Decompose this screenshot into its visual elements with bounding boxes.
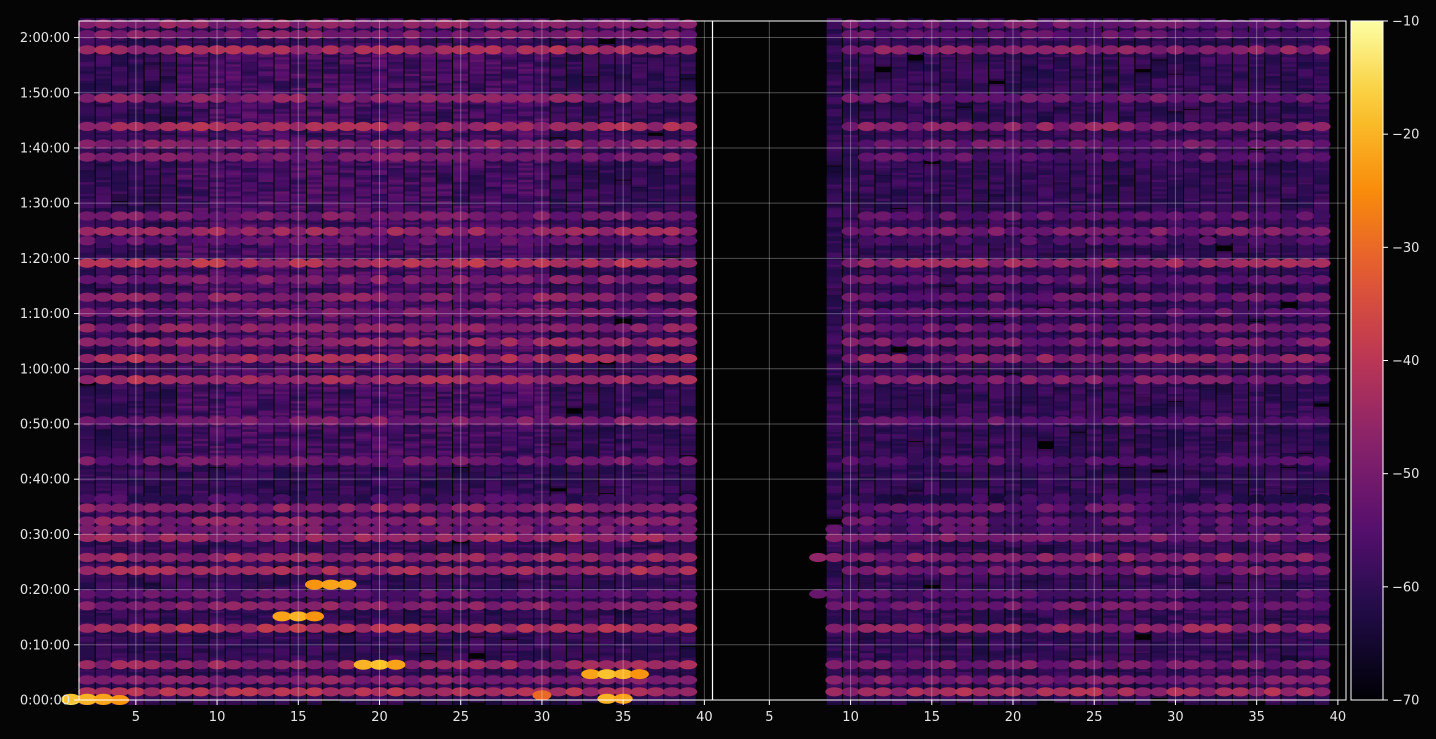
heatmap-cell bbox=[258, 583, 274, 595]
heatmap-cell bbox=[177, 679, 193, 691]
heatmap-cell bbox=[95, 644, 111, 656]
heatmap-cell bbox=[469, 637, 485, 649]
heatmap-cell bbox=[79, 646, 95, 658]
heatmap-cell bbox=[502, 580, 517, 592]
heatmap-cell bbox=[193, 651, 209, 663]
heatmap-cell bbox=[355, 580, 371, 592]
heatmap-cell bbox=[566, 646, 582, 658]
heatmap-cell bbox=[160, 467, 176, 479]
heatmap-cell bbox=[307, 644, 322, 656]
heatmap-cell bbox=[420, 573, 436, 585]
heatmap-cell bbox=[274, 538, 290, 550]
heatmap-cell bbox=[290, 557, 306, 569]
heatmap-cell bbox=[453, 543, 469, 555]
heatmap-cell bbox=[112, 571, 128, 583]
heatmap-cell bbox=[372, 651, 387, 663]
heatmap-cell bbox=[388, 644, 404, 656]
heatmap-cell bbox=[502, 573, 517, 585]
heatmap-cell bbox=[388, 613, 404, 625]
heatmap-cell bbox=[95, 545, 111, 557]
heatmap-cell bbox=[95, 654, 111, 665]
heatmap-cell bbox=[144, 578, 160, 590]
heatmap-cell bbox=[583, 630, 599, 642]
heatmap-cell bbox=[339, 654, 355, 665]
heatmap-cell bbox=[404, 576, 420, 588]
heatmap-cell bbox=[583, 637, 599, 649]
heatmap-cell bbox=[339, 559, 355, 571]
heatmap-cell bbox=[550, 543, 566, 555]
heatmap-cell bbox=[550, 444, 566, 456]
heatmap-cell bbox=[453, 559, 469, 571]
heatmap-cell bbox=[534, 646, 550, 658]
heatmap-cell bbox=[583, 573, 599, 585]
heatmap-cell bbox=[664, 401, 680, 413]
heatmap-cell bbox=[160, 613, 176, 625]
heatmap-cell bbox=[453, 628, 469, 640]
heatmap-cell bbox=[225, 646, 241, 658]
heatmap-cell bbox=[355, 649, 371, 661]
heatmap-cell bbox=[420, 654, 436, 665]
heatmap-cell bbox=[274, 583, 290, 595]
heatmap-cell bbox=[95, 611, 111, 623]
heatmap-cell bbox=[583, 616, 599, 628]
heatmap-cell bbox=[404, 611, 420, 623]
heatmap-cell bbox=[144, 557, 160, 569]
heatmap-cell bbox=[631, 649, 647, 661]
heatmap-cell bbox=[518, 665, 534, 677]
heatmap-cell bbox=[404, 639, 420, 651]
heatmap-cell bbox=[583, 479, 599, 491]
heatmap-cell bbox=[209, 635, 225, 647]
heatmap-cell bbox=[502, 616, 517, 628]
heatmap-cell bbox=[144, 649, 160, 661]
heatmap-cell bbox=[550, 628, 566, 640]
heatmap-cell bbox=[177, 576, 193, 588]
heatmap-cell bbox=[615, 606, 631, 618]
heatmap-cell bbox=[534, 606, 550, 618]
heatmap-cell bbox=[112, 580, 128, 592]
heatmap-cell bbox=[615, 654, 631, 665]
heatmap-cell bbox=[372, 606, 387, 618]
heatmap-cell bbox=[518, 583, 534, 595]
heatmap-cell bbox=[615, 613, 631, 625]
heatmap-cell bbox=[534, 632, 550, 644]
heatmap-cell bbox=[258, 543, 274, 555]
heatmap-cell bbox=[339, 632, 355, 644]
heatmap-cell bbox=[583, 392, 599, 404]
heatmap-cell bbox=[485, 576, 501, 588]
heatmap-cell bbox=[550, 595, 566, 607]
heatmap-cell bbox=[79, 595, 95, 607]
heatmap-cell bbox=[128, 613, 144, 625]
heatmap-plot-area bbox=[61, 18, 1346, 705]
heatmap-cell bbox=[599, 364, 615, 376]
heatmap-cell bbox=[242, 691, 258, 703]
heatmap-cell bbox=[566, 609, 582, 621]
heatmap-cell bbox=[128, 649, 144, 661]
heatmap-cell bbox=[680, 646, 696, 658]
heatmap-cell bbox=[79, 385, 95, 397]
heatmap-cell bbox=[437, 571, 452, 583]
heatmap-cell bbox=[193, 578, 209, 590]
heatmap-cell bbox=[307, 616, 322, 628]
heatmap-cell bbox=[664, 651, 680, 663]
heatmap-cell bbox=[664, 583, 680, 595]
heatmap-cell bbox=[128, 576, 144, 588]
heatmap-cell bbox=[631, 628, 647, 640]
heatmap-cell bbox=[502, 639, 517, 651]
